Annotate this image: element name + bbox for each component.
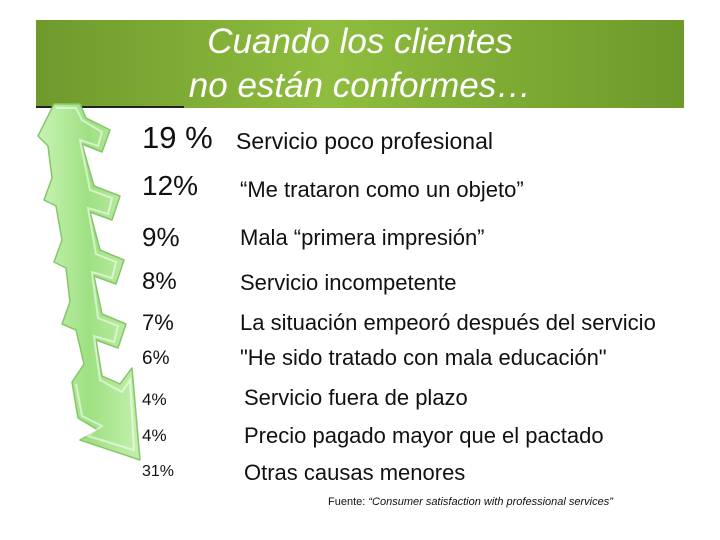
item-percent: 9% — [142, 222, 180, 252]
item-label: Precio pagado mayor que el pactado — [244, 423, 604, 448]
item-percent: 31% — [142, 463, 175, 480]
source-title: “Consumer satisfaction with professional… — [368, 496, 613, 508]
slide-title: Cuando los clientes no están conformes… — [36, 20, 684, 108]
title-line-1: Cuando los clientes — [207, 22, 513, 61]
title-underline — [36, 106, 184, 108]
item-percent: 4% — [142, 426, 167, 445]
item-percent: 7% — [142, 310, 174, 335]
item-percent: 4% — [142, 390, 167, 409]
item-label: “Me trataron como un objeto” — [240, 177, 524, 202]
zigzag-arrow-icon — [37, 103, 141, 461]
item-percent: 12% — [142, 170, 199, 201]
item-label: Mala “primera impresión” — [240, 225, 485, 250]
item-percent: 6% — [142, 348, 170, 369]
item-label: Servicio poco profesional — [236, 128, 493, 154]
item-label: "He sido tratado con mala educación" — [240, 345, 607, 370]
item-percent: 19 % — [142, 120, 213, 155]
source-citation: Fuente: “Consumer satisfaction with prof… — [328, 496, 613, 508]
item-label: Servicio incompetente — [240, 270, 457, 295]
title-banner — [36, 20, 684, 108]
source-prefix: Fuente: — [328, 496, 369, 508]
item-label: Otras causas menores — [244, 460, 466, 485]
item-percent: 8% — [142, 268, 177, 295]
item-label: Servicio fuera de plazo — [244, 385, 468, 410]
title-line-2: no están conformes… — [188, 66, 532, 105]
item-label: La situación empeoró después del servici… — [240, 310, 656, 335]
